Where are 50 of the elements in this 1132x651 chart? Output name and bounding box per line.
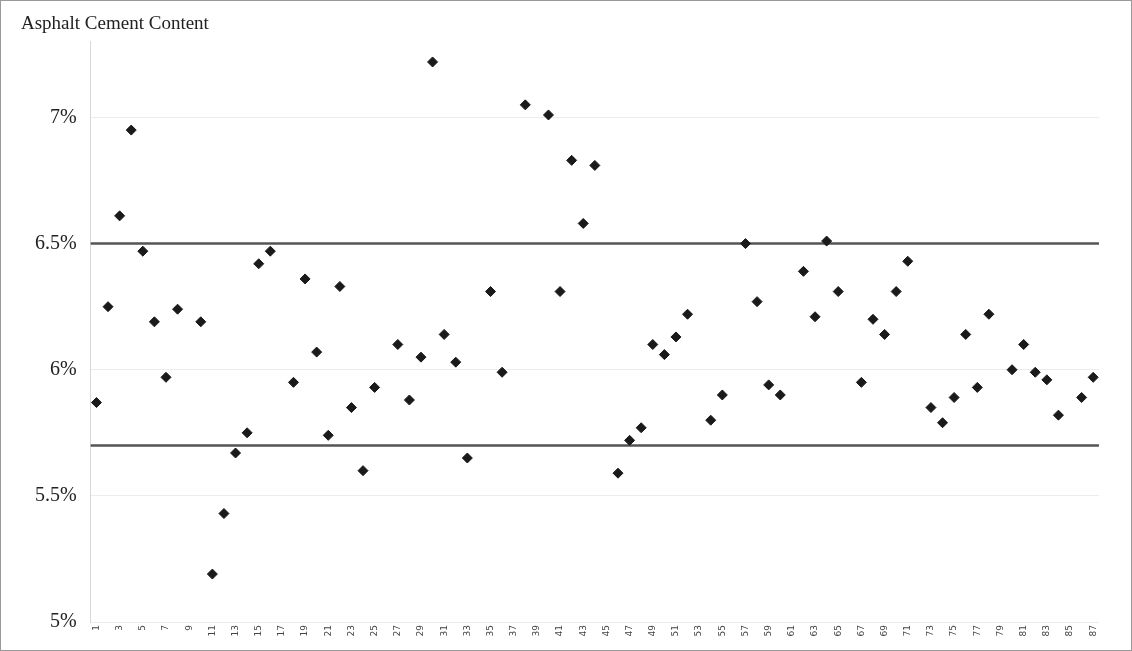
x-tick-label: 25 (368, 625, 379, 637)
x-tick-label: 31 (438, 625, 449, 637)
x-tick-label: 3 (113, 625, 124, 631)
x-tick-label: 13 (229, 625, 240, 637)
x-tick-label: 81 (1018, 625, 1029, 637)
x-tick-label: 49 (647, 624, 658, 637)
x-tick-label: 29 (415, 624, 426, 637)
x-tick-label: 43 (577, 625, 588, 637)
x-tick-label: 27 (392, 625, 403, 637)
x-tick-label: 75 (948, 625, 959, 637)
x-tick-label: 15 (253, 625, 264, 637)
x-tick-label: 61 (786, 625, 797, 637)
x-tick-label: 39 (531, 624, 542, 637)
y-tick-label: 7% (49, 104, 77, 127)
x-tick-label: 73 (925, 625, 936, 637)
x-tick-label: 69 (878, 624, 889, 637)
y-tick-label: 5% (49, 609, 77, 632)
x-tick-label: 47 (623, 625, 634, 637)
x-tick-label: 41 (554, 625, 565, 637)
x-tick-label: 83 (1041, 625, 1052, 637)
x-tick-label: 85 (1064, 625, 1075, 637)
x-tick-label: 9 (183, 624, 194, 631)
chart-title: Asphalt Cement Content (21, 12, 210, 34)
x-tick-label: 79 (994, 624, 1005, 637)
x-tick-label: 45 (600, 625, 611, 637)
x-tick-label: 51 (670, 625, 681, 637)
x-tick-label: 63 (809, 625, 820, 637)
x-tick-label: 35 (484, 625, 495, 637)
x-tick-label: 5 (137, 625, 148, 631)
y-tick-label: 6.5% (34, 230, 77, 253)
x-tick-label: 53 (693, 625, 704, 637)
x-tick-label: 55 (716, 625, 727, 637)
x-tick-label: 11 (206, 625, 217, 637)
x-tick-label: 71 (902, 625, 913, 637)
x-tick-label: 59 (763, 624, 774, 637)
x-tick-label: 77 (971, 625, 982, 637)
y-tick-label: 6% (49, 356, 77, 379)
x-tick-label: 1 (90, 625, 101, 631)
x-tick-label: 57 (739, 625, 750, 637)
x-tick-label: 37 (508, 625, 519, 637)
x-tick-label: 65 (832, 625, 843, 637)
x-tick-label: 67 (855, 625, 866, 637)
x-tick-label: 7 (160, 625, 171, 631)
x-tick-label: 87 (1087, 625, 1098, 637)
x-tick-label: 21 (322, 625, 333, 637)
x-tick-label: 19 (299, 624, 310, 637)
x-tick-label: 33 (461, 625, 472, 637)
x-tick-label: 23 (345, 625, 356, 637)
x-tick-label: 17 (276, 625, 287, 637)
y-tick-label: 5.5% (34, 483, 77, 506)
